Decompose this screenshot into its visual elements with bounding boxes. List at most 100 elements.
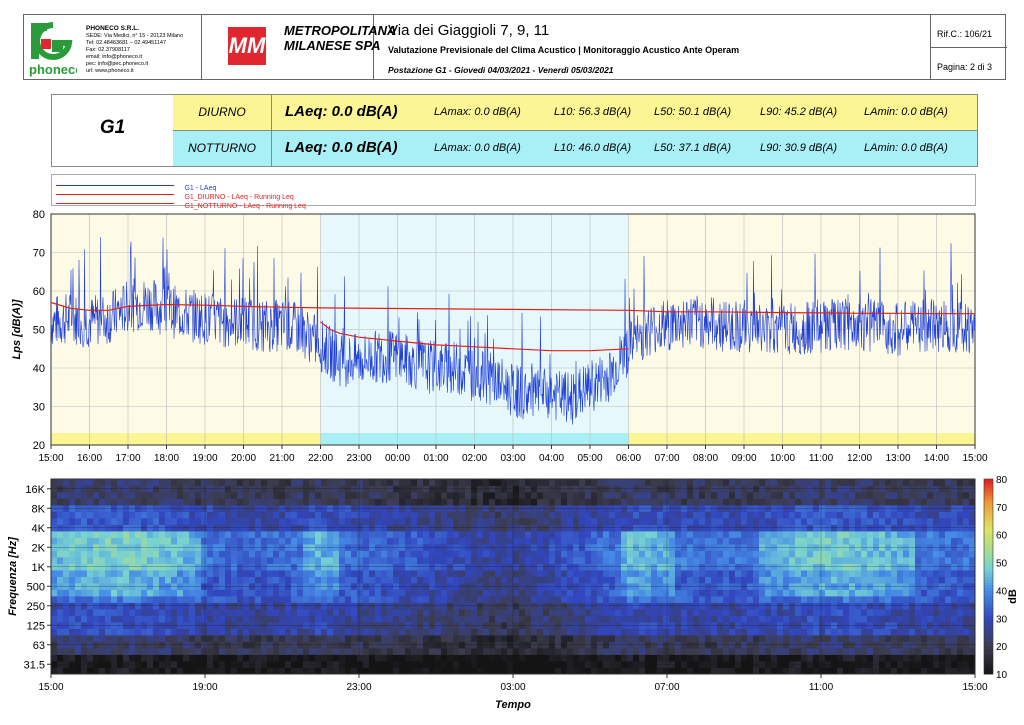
colorbar-segment	[984, 520, 993, 525]
spectrogram-cell	[699, 492, 706, 499]
spectrogram-cell	[717, 498, 724, 506]
spectrogram-cell	[195, 531, 202, 538]
spectrogram-cell	[63, 635, 70, 642]
spectrogram-cell	[795, 609, 802, 616]
spectrogram-cell	[939, 609, 946, 616]
spectrogram-cell	[369, 492, 376, 499]
spectrogram-cell	[219, 557, 226, 564]
spectrogram-cell	[657, 635, 664, 642]
spectrogram-cell	[513, 648, 520, 655]
spectrogram-cell	[627, 596, 634, 603]
spectrogram-cell	[969, 635, 976, 642]
spectrogram-cell	[477, 537, 484, 545]
spectrogram-cell	[315, 609, 322, 616]
spectrogram-cell	[687, 518, 694, 525]
spectrogram-cell	[483, 492, 490, 499]
spectrogram-cell	[75, 550, 82, 558]
spectrogram-cell	[327, 531, 334, 538]
spectrogram-cell	[195, 654, 202, 662]
spectrogram-cell	[777, 654, 784, 662]
spectrogram-cell	[819, 531, 826, 538]
spectrogram-cell	[381, 498, 388, 506]
spectrogram-cell	[969, 628, 976, 636]
spectrogram-cell	[243, 570, 250, 577]
spectrogram-cell	[723, 596, 730, 603]
spectrogram-cell	[69, 596, 76, 603]
spectrogram-cell	[165, 498, 172, 506]
spectrogram-cell	[207, 615, 214, 623]
spectrogram-cell	[543, 667, 550, 675]
spectrogram-cell	[153, 492, 160, 499]
spectrogram-cell	[813, 596, 820, 603]
spectrogram-cell	[189, 479, 196, 486]
colorbar-segment	[984, 512, 993, 516]
spectrogram-cell	[807, 498, 814, 506]
spectrogram-cell	[741, 654, 748, 662]
spectrogram-cell	[681, 589, 688, 597]
spectrogram-cell	[669, 589, 676, 597]
spectrogram-cell	[195, 518, 202, 525]
spectrogram-cell	[489, 537, 496, 545]
spectrogram-cell	[111, 537, 118, 545]
report-subtitle: Valutazione Previsionale del Clima Acust…	[388, 45, 740, 55]
spectrogram-cell	[777, 635, 784, 642]
spectrogram-cell	[297, 596, 304, 603]
spectrogram-cell	[501, 479, 508, 486]
spectrogram-cell	[795, 596, 802, 603]
spectrogram-cell	[909, 531, 916, 538]
spectrogram-cell	[93, 615, 100, 623]
spectrogram-cell	[669, 635, 676, 642]
spectrogram-cell	[723, 654, 730, 662]
colorbar-segment	[984, 545, 993, 550]
spectrogram-cell	[903, 615, 910, 623]
spectrogram-cell	[567, 511, 574, 519]
spectrogram-cell	[375, 498, 382, 506]
spectrogram-cell	[393, 609, 400, 616]
spectrogram-cell	[345, 596, 352, 603]
spectrogram-cell	[531, 498, 538, 506]
spectrogram-cell	[123, 498, 130, 506]
spectrogram-cell	[399, 596, 406, 603]
spectrogram-cell	[813, 531, 820, 538]
spectrogram-cell	[309, 550, 316, 558]
colorbar-segment	[984, 501, 993, 505]
spectrogram-cell	[57, 531, 64, 538]
spectrogram-cell	[807, 511, 814, 519]
colorbar-segment	[984, 509, 993, 513]
spectrogram-cell	[99, 589, 106, 597]
spectrogram-cell	[87, 557, 94, 564]
spectrogram-cell	[213, 570, 220, 577]
spectrogram-cell	[921, 589, 928, 597]
spectrogram-cell	[255, 479, 262, 486]
spectrogram-cell	[687, 492, 694, 499]
spectrogram-cell	[603, 609, 610, 616]
spectrogram-cell	[969, 589, 976, 597]
spectrogram-cell	[513, 492, 520, 499]
spectrogram-cell	[351, 557, 358, 564]
spectrogram-cell	[267, 492, 274, 499]
spectrogram-cell	[303, 635, 310, 642]
spectrogram-cell	[57, 492, 64, 499]
spectrogram-cell	[777, 531, 784, 538]
spectrogram-cell	[843, 648, 850, 655]
spectrogram-cell	[753, 628, 760, 636]
spectrogram-cell	[801, 570, 808, 577]
spectrogram-cell	[795, 492, 802, 499]
spectrogram-cell	[165, 667, 172, 675]
colorbar-segment	[984, 648, 993, 653]
spectrogram-cell	[567, 570, 574, 577]
spectrogram-cell	[99, 531, 106, 538]
spectrogram-cell	[219, 628, 226, 636]
spectrogram-cell	[153, 479, 160, 486]
spectrogram-cell	[201, 615, 208, 623]
spectrogram-cell	[645, 615, 652, 623]
spectrogram-cell	[237, 628, 244, 636]
spectrogram-cell	[555, 518, 562, 525]
colorbar-segment	[984, 621, 993, 625]
spectrogram-cell	[693, 628, 700, 636]
spectrogram-cell	[789, 570, 796, 577]
l50-value: L50: 37.1 dB(A)	[654, 142, 732, 154]
spectrogram-cell	[507, 615, 514, 623]
x-tick-label: 09:00	[731, 453, 756, 464]
spectrogram-cell	[741, 667, 748, 675]
